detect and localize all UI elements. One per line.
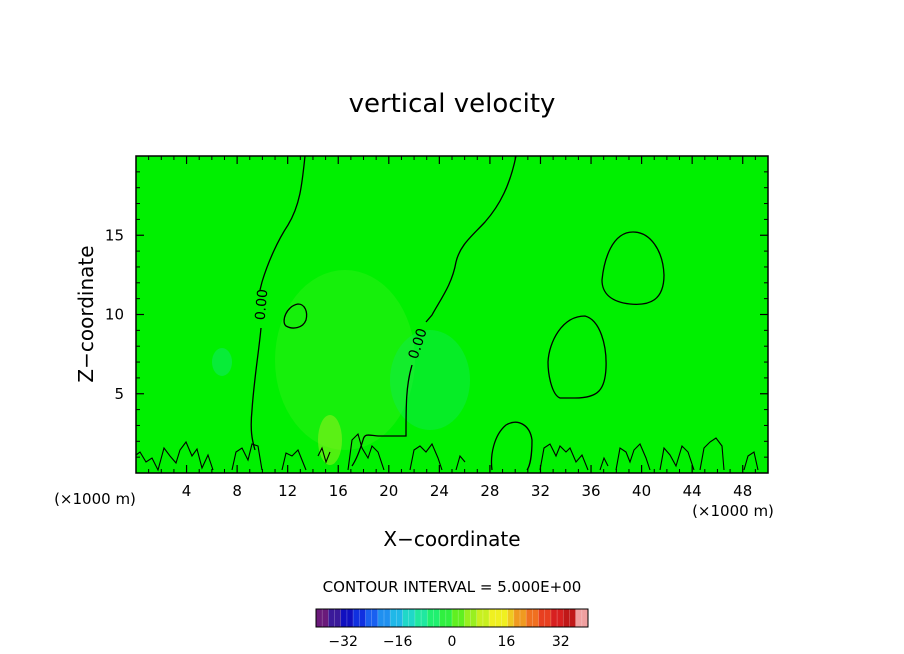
colorbar-cell: [377, 609, 385, 627]
colorbar: −32 −16 0 16 32: [315, 608, 589, 650]
colorbar-cell: [340, 609, 348, 627]
x-tick-label: 4: [182, 482, 192, 500]
colorbar-cells: [315, 609, 589, 627]
colorbar-cell: [396, 609, 403, 627]
y-axis-ticks: 5 10 15: [105, 171, 768, 458]
colorbar-cell: [495, 609, 502, 627]
field-anomaly-yellow: [318, 415, 342, 465]
colorbar-ticks: −32 −16 0 16 32: [328, 634, 569, 650]
y-tick-label: 15: [105, 226, 124, 244]
field-anomaly-light: [275, 270, 415, 450]
x-tick-label: 20: [379, 482, 398, 500]
colorbar-cell: [507, 609, 515, 627]
colorbar-tick-label: −32: [328, 634, 358, 650]
colorbar-tick-label: 16: [497, 634, 515, 650]
colorbar-cell: [532, 609, 539, 627]
colorbar-tick-label: −16: [383, 634, 413, 650]
colorbar-cell: [427, 609, 434, 627]
colorbar-cell: [464, 609, 471, 627]
colorbar-cell: [353, 609, 360, 627]
x-tick-label: 16: [329, 482, 348, 500]
colorbar-cell: [526, 609, 533, 627]
colorbar-cell: [575, 609, 583, 627]
colorbar-cell: [316, 609, 323, 627]
contour-zero-left: [250, 155, 306, 451]
colorbar-cell: [408, 609, 416, 627]
colorbar-cell: [414, 609, 422, 627]
colorbar-cell: [359, 609, 366, 627]
x-tick-label: 28: [480, 482, 499, 500]
x-tick-label: 44: [683, 482, 702, 500]
colorbar-cell: [439, 609, 447, 627]
colorbar-cell: [501, 609, 508, 627]
contour-interval-text: CONTOUR INTERVAL = 5.000E+00: [323, 578, 582, 596]
field-anomaly-cyan-small: [212, 348, 232, 376]
colorbar-cell: [433, 609, 440, 627]
colorbar-cell: [384, 609, 391, 627]
contour-lines: [135, 155, 759, 472]
contour-closed-middle-right: [547, 315, 607, 399]
colorbar-cell: [458, 609, 465, 627]
colorbar-cell: [421, 609, 428, 627]
colorbar-cell: [544, 609, 552, 627]
field-anomaly-cyan: [390, 330, 470, 430]
x-tick-label: 24: [430, 482, 449, 500]
colorbar-cell: [520, 609, 527, 627]
contour-surface-ripples: [135, 432, 759, 472]
colorbar-cell: [365, 609, 372, 627]
contour-closed-upper-right: [601, 231, 665, 306]
x-axis-ticks: 4 8 12 16 20 24 28 32 36 40 44 48: [148, 156, 756, 500]
contour-closed-small: [283, 303, 308, 329]
colorbar-tick-label: 0: [448, 634, 457, 650]
colorbar-cell: [489, 609, 496, 627]
chart-title: vertical velocity: [349, 89, 556, 119]
colorbar-cell: [328, 609, 335, 627]
x-axis-label: X−coordinate: [383, 527, 520, 551]
y-tick-label: 10: [105, 306, 124, 324]
x-tick-label: 8: [232, 482, 242, 500]
velocity-field: [136, 156, 768, 473]
x-tick-label: 40: [632, 482, 651, 500]
colorbar-cell: [322, 609, 329, 627]
contour-label-left: 0.00: [253, 288, 272, 320]
colorbar-cell: [346, 609, 354, 627]
colorbar-cell: [557, 609, 564, 627]
x-unit-left: (×1000 m): [54, 490, 136, 508]
colorbar-cell: [334, 609, 342, 627]
colorbar-cell: [563, 609, 570, 627]
x-tick-label: 32: [531, 482, 550, 500]
x-tick-label: 36: [581, 482, 600, 500]
colorbar-cell: [550, 609, 558, 627]
colorbar-cell: [402, 609, 410, 627]
x-tick-label: 48: [733, 482, 752, 500]
colorbar-cell: [476, 609, 484, 627]
colorbar-cell: [581, 609, 589, 627]
plot-area: 0.00 0.00: [135, 155, 769, 474]
colorbar-cell: [445, 609, 453, 627]
colorbar-cell: [390, 609, 397, 627]
y-tick-label: 5: [114, 385, 124, 403]
colorbar-cell: [371, 609, 379, 627]
colorbar-cell: [452, 609, 459, 627]
contour-closed-hump: [490, 421, 533, 471]
colorbar-frame: [315, 608, 589, 628]
colorbar-cell: [538, 609, 546, 627]
colorbar-cell: [513, 609, 521, 627]
colorbar-cell: [569, 609, 576, 627]
colorbar-cell: [482, 609, 490, 627]
colorbar-tick-label: 32: [552, 634, 570, 650]
x-tick-label: 12: [278, 482, 297, 500]
colorbar-cell: [470, 609, 478, 627]
x-unit-right: (×1000 m): [692, 502, 774, 520]
contour-zero-right: [351, 155, 517, 467]
y-axis-label: Z−coordinate: [74, 245, 98, 382]
